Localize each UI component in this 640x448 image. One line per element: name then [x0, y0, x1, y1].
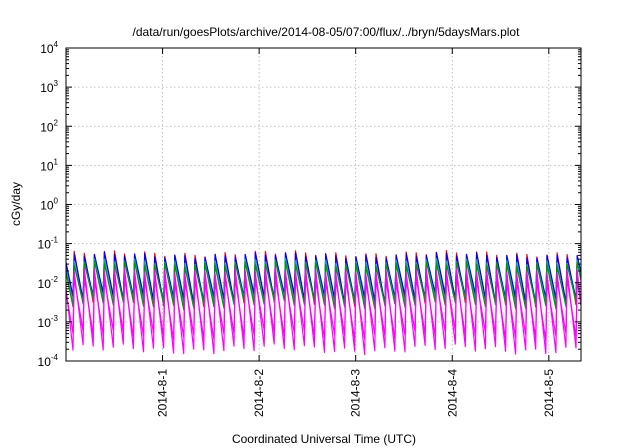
y-axis: 10-4 10-3 10-2 10-1 100 101 102 103 104 — [38, 40, 581, 369]
y-tick-label: 104 — [40, 40, 58, 56]
x-axis-title: Coordinated Universal Time (UTC) — [232, 432, 416, 446]
x-tick-label: 2014-8-1 — [156, 369, 170, 417]
series-line — [66, 276, 581, 342]
chart-title: /data/run/goesPlots/archive/2014-08-05/0… — [133, 25, 521, 39]
data-series — [66, 249, 581, 356]
y-tick-label: 10-2 — [38, 275, 59, 291]
grid-lines — [66, 48, 581, 361]
x-tick-label: 2014-8-5 — [542, 369, 556, 417]
y-tick-label: 10-3 — [38, 314, 59, 330]
x-axis: 2014-8-1 2014-8-2 2014-8-3 2014-8-4 2014-8-5 — [156, 48, 556, 417]
y-tick-label: 10-1 — [38, 236, 59, 252]
y-tick-label: 102 — [40, 118, 58, 134]
y-tick-label: 100 — [40, 197, 58, 213]
y-tick-label: 10-4 — [38, 353, 59, 369]
x-tick-label: 2014-8-2 — [252, 369, 266, 417]
y-axis-title: cGy/day — [9, 182, 23, 226]
y-tick-label: 101 — [40, 157, 58, 173]
x-tick-label: 2014-8-4 — [445, 369, 459, 417]
x-tick-label: 2014-8-3 — [349, 369, 363, 417]
y-tick-label: 103 — [40, 79, 58, 95]
